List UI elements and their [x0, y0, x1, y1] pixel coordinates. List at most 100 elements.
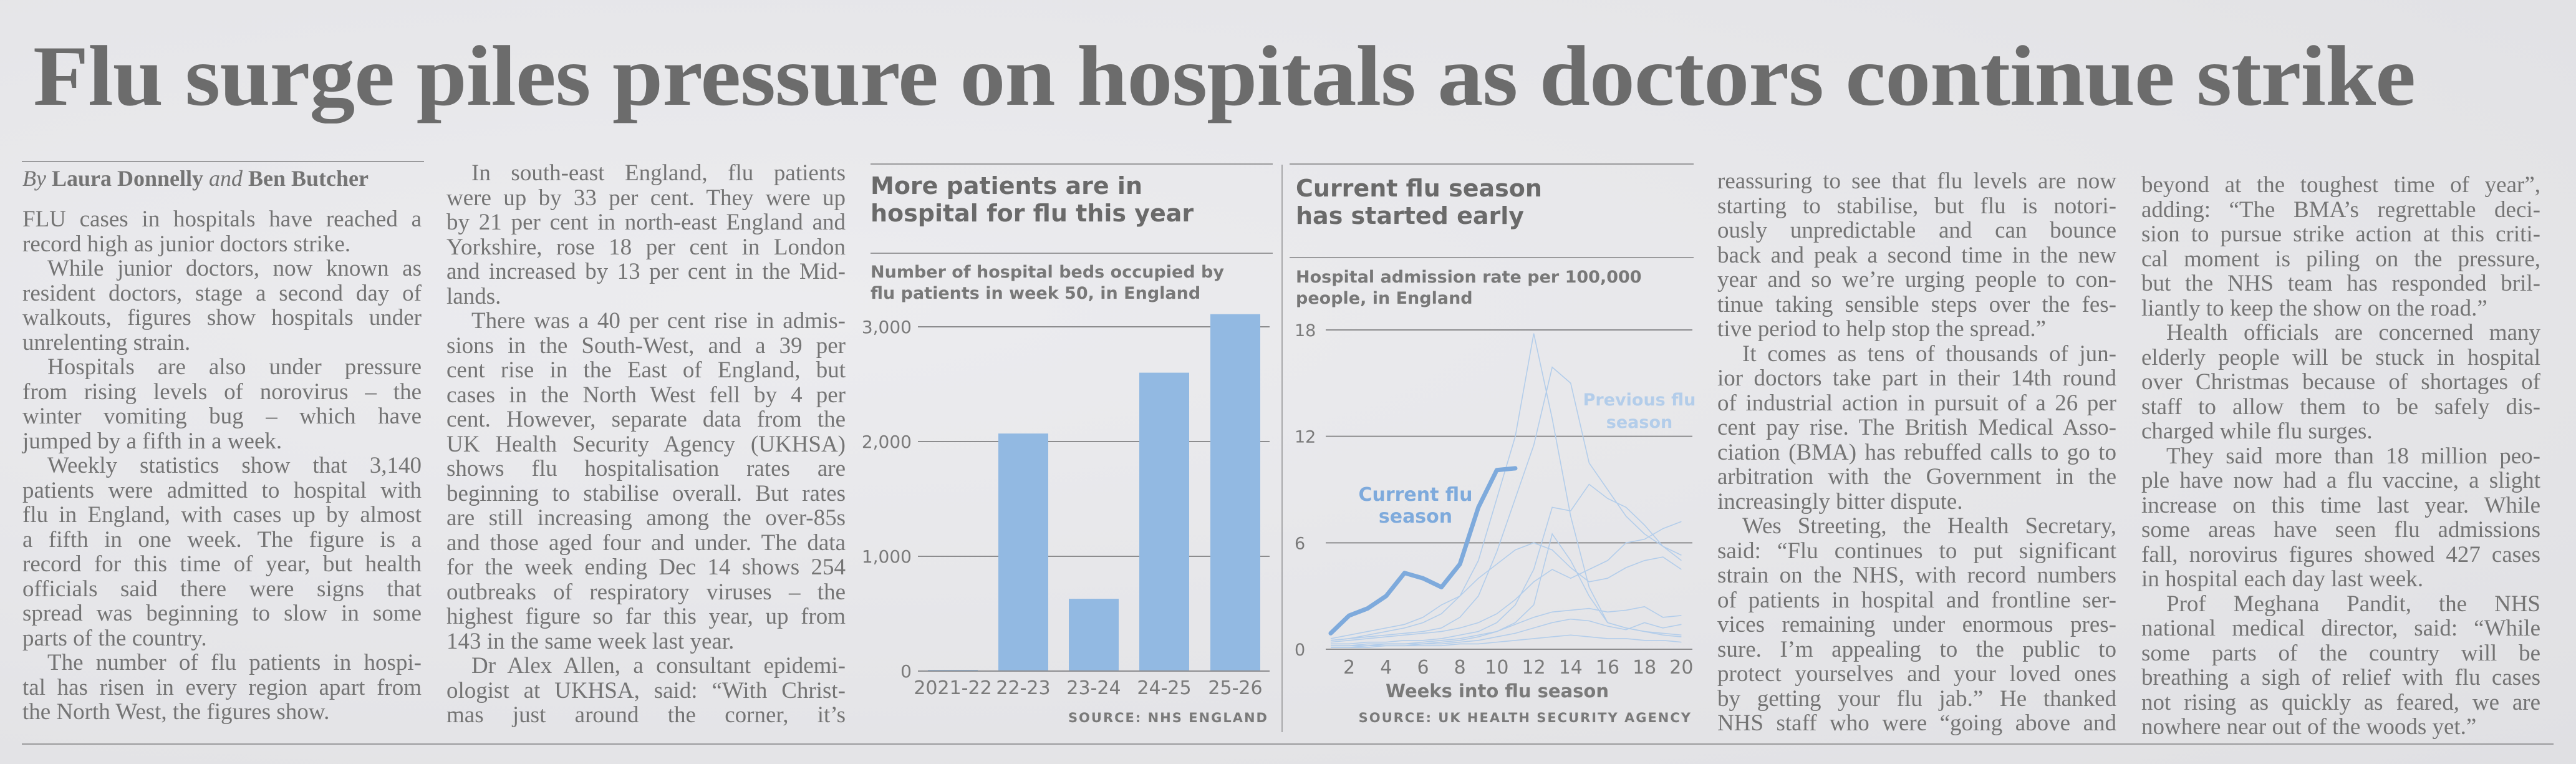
text-line: FLU cases in hospitals have reached a [22, 207, 422, 232]
current-season-label: season [1379, 506, 1452, 528]
article-column-4: beyond at the toughest time of year”, add… [2141, 173, 2540, 740]
text-line-content: the North West, the figures show. [22, 699, 330, 725]
x-tick-label: 14 [1559, 657, 1583, 679]
text-line-content: vices remaining under enormous pres- [1717, 612, 2116, 637]
text-line-content: are still increasing among the over-85s [446, 505, 846, 531]
text-line-content: It comes as tens of thousands of jun- [1742, 341, 2116, 367]
text-line: for the week ending Dec 14 shows 254 [446, 555, 846, 580]
text-line: ously unpredictable and can bounce [1717, 218, 2116, 243]
x-tick-label: 23-24 [1066, 677, 1121, 699]
text-line-content: Yorkshire, rose 18 per cent in London [446, 234, 846, 260]
text-line-content: outbreaks of respiratory viruses – the [446, 579, 846, 605]
y-tick-label: 2,000 [862, 432, 912, 452]
text-line-content: for the week ending Dec 14 shows 254 [446, 554, 846, 580]
divider [22, 743, 2554, 745]
text-line-content: NHS staff who were “going above and [1717, 710, 2116, 736]
previous-season-line-4 [1330, 542, 1682, 639]
text-line: In south-east England, flu patients [446, 161, 846, 186]
x-tick-label: 16 [1596, 657, 1619, 679]
text-line: beyond at the toughest time of year”, [2141, 173, 2540, 198]
author-name: Ben Butcher [248, 166, 369, 191]
text-line: The number of flu patients in hospi- [22, 650, 422, 675]
text-line-content: ously unpredictable and can bounce [1717, 218, 2116, 243]
text-line: by 21 per cent in north-east England and [446, 210, 846, 235]
text-line: tal has risen in every region apart from [22, 675, 422, 700]
text-line: highest figure so far this year, up from [446, 604, 846, 629]
x-tick-label: 2 [1343, 657, 1355, 679]
text-line-content: year and so we’re urging people to con- [1717, 267, 2116, 293]
text-line: over Christmas because of shortages of [2141, 370, 2540, 395]
text-line: UK Health Security Agency (UKHSA) [446, 432, 846, 457]
y-tick-label: 0 [1295, 641, 1305, 660]
text-line-content: sion to pursue strike action at this cri… [2141, 221, 2540, 247]
bar-24-25 [1139, 372, 1189, 671]
previous-season-line-3 [1331, 483, 1682, 645]
text-line-content: spread was beginning to slow in some [22, 601, 422, 626]
text-line: cent. However, separate data from the [446, 407, 846, 432]
text-line: nowhere near out of the woods yet.” [2141, 715, 2540, 740]
text-line-content: and those aged four and under. The data [446, 529, 846, 556]
previous-season-line-9 [1331, 634, 1682, 648]
previous-season-line-7 [1331, 606, 1682, 647]
text-line: Yorkshire, rose 18 per cent in London [446, 235, 846, 260]
text-line: protect yourselves and your loved ones [1717, 662, 2116, 687]
text-line: some areas have seen flu admissions [2141, 518, 2540, 543]
y-tick-label: 3,000 [862, 317, 912, 337]
text-line-content: protect yourselves and your loved ones [1717, 661, 2116, 687]
text-line-content: reassuring to see that flu levels are no… [1717, 168, 2116, 194]
byline-and: and [209, 166, 243, 191]
text-line: Prof Meghana Pandit, the NHS [2141, 591, 2540, 617]
text-line: not rising as quickly as feared, we are [2141, 690, 2540, 715]
text-line: back and peak a second time in the new [1717, 243, 2116, 268]
text-line: They said more than 18 million peo- [2141, 443, 2540, 469]
text-line-content: highest figure so far this year, up from [446, 604, 846, 629]
chart-source: SOURCE: NHS ENGLAND [1068, 710, 1268, 725]
text-line-content: breathing a sigh of relief with flu case… [2141, 665, 2540, 690]
text-line: beginning to stabilise overall. But rate… [446, 481, 846, 506]
current-season-label: Current flu [1358, 484, 1472, 506]
text-line-content: by getting your flu jab.” He thanked [1717, 685, 2116, 712]
text-line-content: liantly to keep the show on the road.” [2141, 295, 2487, 321]
text-line-content: and increased by 13 per cent in the Mid- [446, 259, 846, 284]
text-line: and those aged four and under. The data [446, 529, 846, 556]
divider [22, 161, 424, 162]
text-line: It comes as tens of thousands of jun- [1717, 341, 2116, 367]
text-line: vices remaining under enormous pres- [1717, 612, 2116, 637]
text-line: a fifth in one week. The figure is a [22, 527, 422, 553]
text-line: spread was beginning to slow in some [22, 601, 422, 626]
text-line: but the NHS team has responded bril- [2141, 271, 2540, 296]
chart-source: SOURCE: UK HEALTH SECURITY AGENCY [1359, 710, 1692, 725]
text-line: staff to allow them to be safely dis- [2141, 394, 2540, 420]
text-line: cal moment is piling on the pressure, [2141, 246, 2540, 272]
text-line: Dr Alex Allen, a consultant epidemi- [446, 654, 846, 679]
text-line-content: from rising levels of norovirus – the [22, 379, 422, 405]
text-line-content: ciation (BMA) has rebuffed calls to go t… [1717, 439, 2116, 465]
text-line: winter vomiting bug – which have [22, 404, 422, 429]
text-line-content: Wes Streeting, the Health Secretary, [1742, 513, 2116, 539]
text-line-content: by 21 per cent in north-east England and [446, 210, 846, 235]
text-line-content: They said more than 18 million peo- [2166, 443, 2540, 469]
x-tick-label: 20 [1669, 657, 1693, 679]
text-line: reassuring to see that flu levels are no… [1717, 169, 2116, 194]
text-line-content: unrelenting strain. [22, 329, 191, 355]
headline-text: Flu surge piles pressure on hospitals as… [33, 28, 2416, 123]
text-line-content: beginning to stabilise overall. But rate… [446, 480, 846, 506]
text-line-content: adding: “The BMA’s regrettable deci- [2141, 196, 2540, 223]
text-line-content: increase on this time last year. While [2141, 492, 2540, 518]
text-line: the North West, the figures show. [22, 700, 422, 725]
text-line-content: cent pay rise. The British Medical Asso- [1717, 415, 2116, 440]
text-line-content: record for this time of year, but health [22, 551, 422, 577]
y-tick-label: 12 [1295, 428, 1316, 447]
text-line: fall, norovirus figures showed 427 cases [2141, 541, 2540, 568]
previous-season-label: Previous flu [1583, 390, 1696, 410]
text-line-content: fall, norovirus figures showed 427 cases [2141, 541, 2540, 568]
text-line: in hospital each day last week. [2141, 567, 2540, 592]
text-line: unrelenting strain. [22, 329, 422, 355]
text-line: There was a 40 per cent rise in admis- [446, 309, 846, 334]
text-line: record high as junior doctors strike. [22, 231, 422, 257]
text-line: adding: “The BMA’s regrettable deci- [2141, 196, 2540, 223]
text-line: cent pay rise. The British Medical Asso- [1717, 415, 2116, 440]
article-column-1: By Laura Donnelly and Ben Butcher FLU ca… [22, 166, 422, 725]
text-line-content: sions in the South-West, and a 39 per [446, 332, 846, 359]
divider [1290, 163, 1694, 165]
